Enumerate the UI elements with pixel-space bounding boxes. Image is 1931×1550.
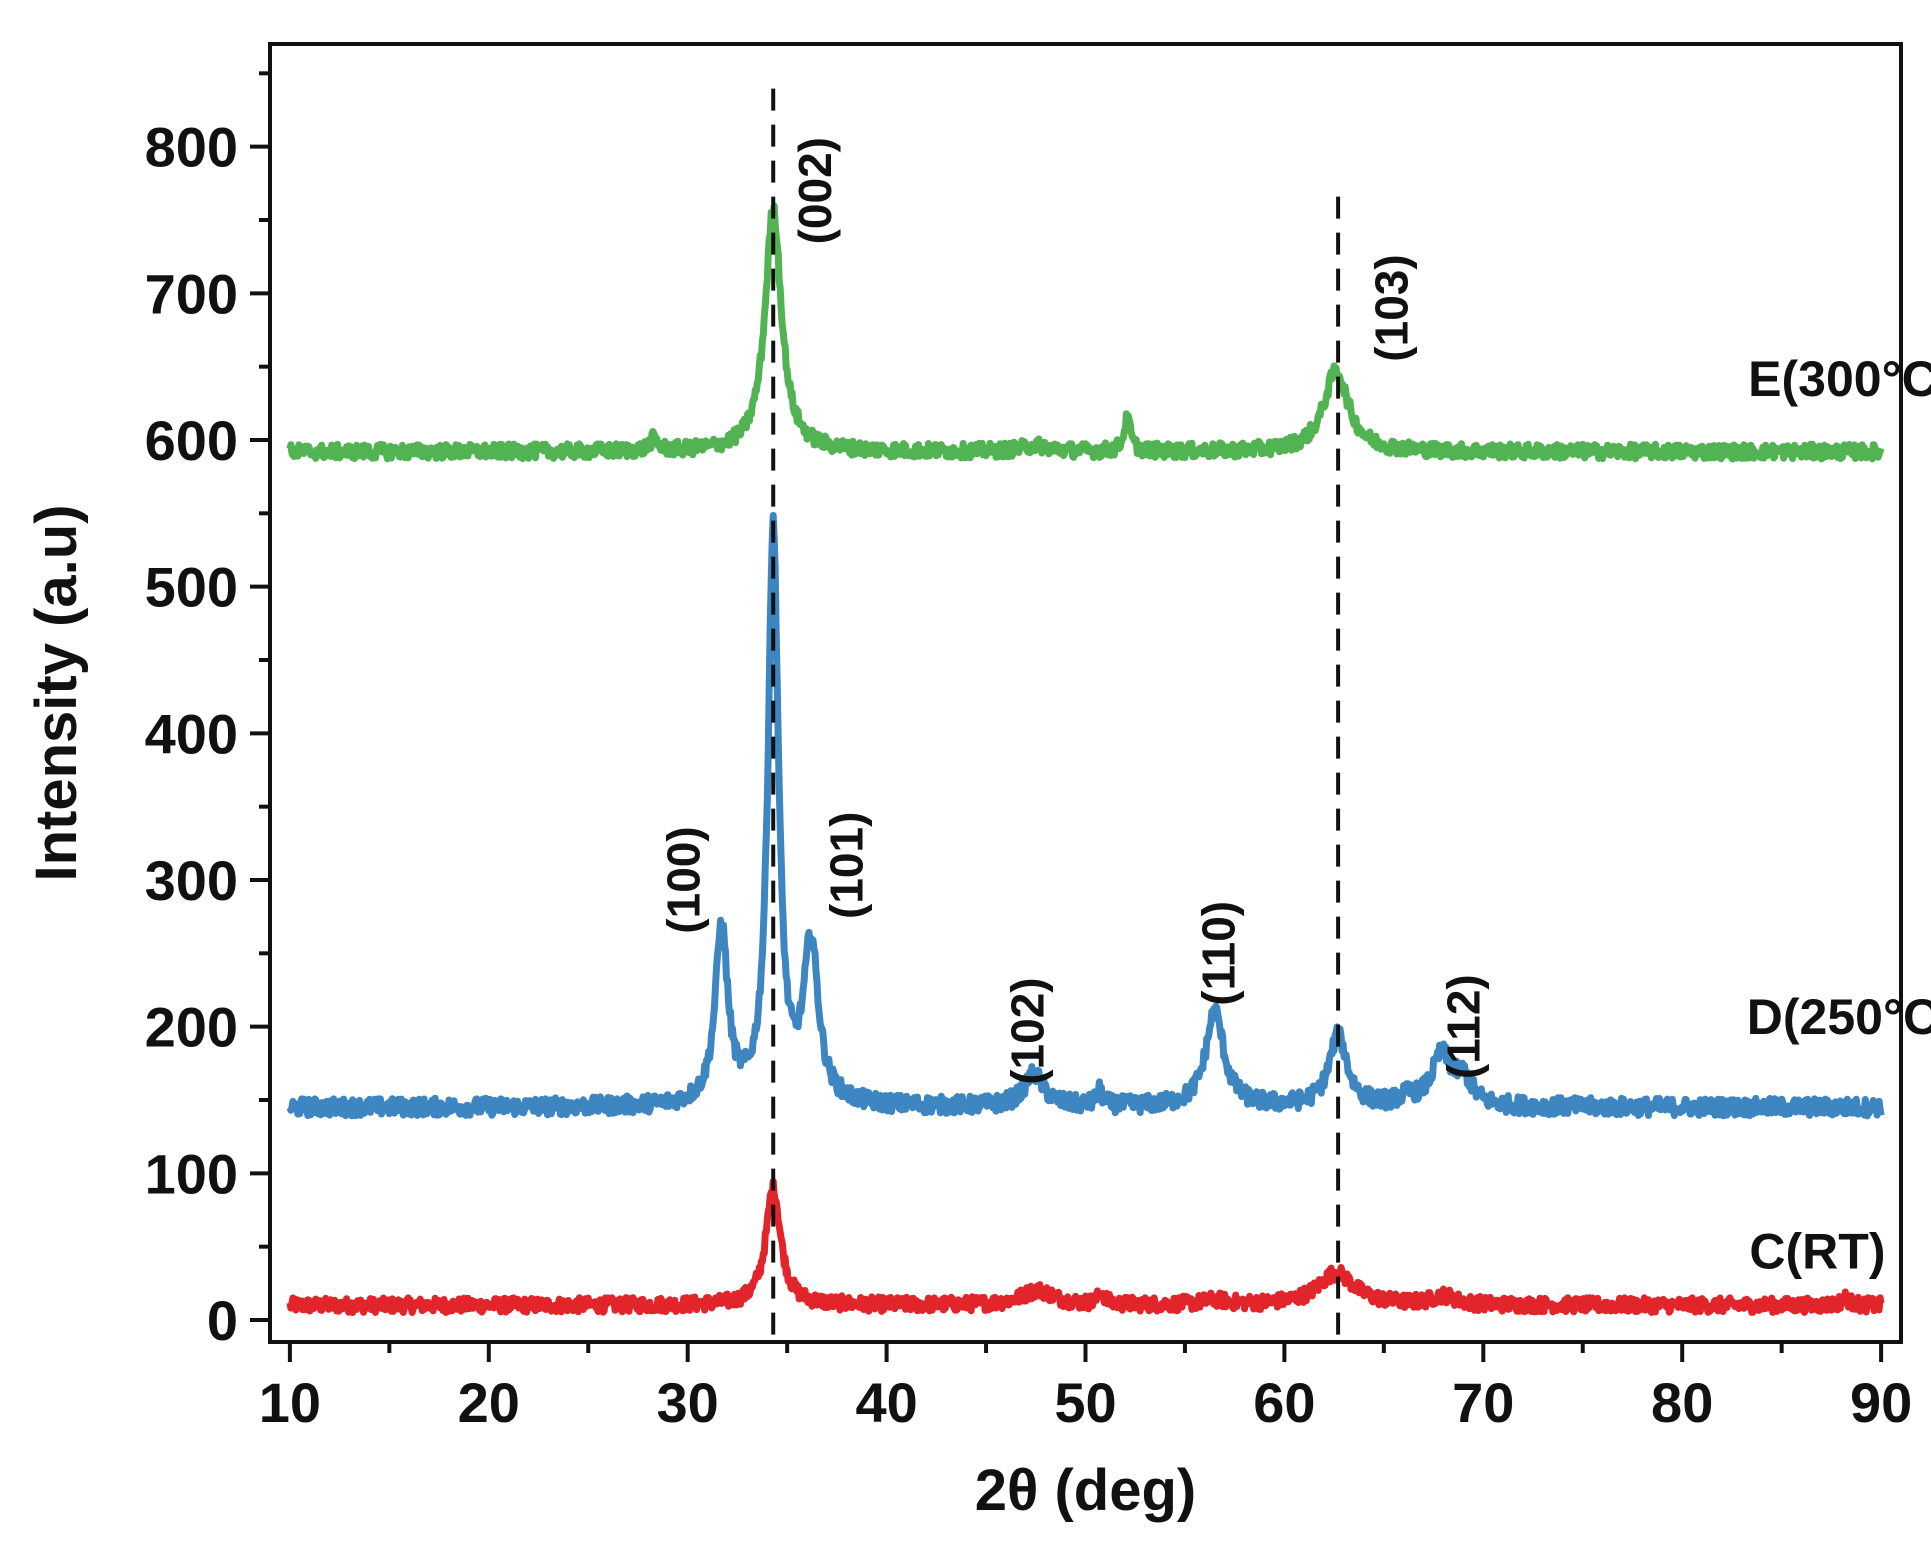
x-tick-label: 40 [855, 1371, 917, 1434]
x-tick-label: 10 [259, 1371, 321, 1434]
peak-label: (100) [658, 826, 710, 933]
x-tick-label: 50 [1054, 1371, 1116, 1434]
y-tick-label: 600 [145, 409, 238, 472]
x-axis: 10 20 30 40 50 60 70 80 90 [259, 1342, 1912, 1434]
y-tick-label: 300 [145, 849, 238, 912]
y-tick-label: 700 [145, 262, 238, 325]
series-line-0 [286, 1177, 1885, 1316]
y-axis: 0 100 200 300 400 500 600 700 800 [145, 71, 270, 1352]
peak-label: (110) [1193, 901, 1245, 1006]
y-tick-label: 200 [145, 996, 238, 1059]
series-label: C(RT) [1749, 1224, 1885, 1280]
peak-label: (002) [789, 137, 841, 244]
y-tick-label: 400 [145, 702, 238, 765]
series-line-1 [286, 511, 1885, 1120]
x-tick-label: 20 [458, 1371, 520, 1434]
plot-series [286, 202, 1885, 1316]
peak-label: (112) [1437, 974, 1489, 1079]
x-tick-label: 30 [657, 1371, 719, 1434]
x-tick-label: 90 [1850, 1371, 1912, 1434]
peak-label: (103) [1366, 254, 1418, 361]
reference-lines [771, 88, 1341, 1335]
annotations: (002) (103) (100) (101) (102) (110) (112) E(300… [658, 137, 1931, 1280]
peak-label: (102) [1002, 977, 1054, 1084]
peak-label: (101) [821, 812, 873, 919]
y-axis-title: Intensity (a.u) [24, 504, 89, 881]
series-label: E(300°C) [1748, 351, 1931, 407]
series-label: D(250°C) [1747, 989, 1931, 1045]
y-tick-label: 500 [145, 556, 238, 619]
x-tick-label: 80 [1651, 1371, 1713, 1434]
y-tick-label: 100 [145, 1142, 238, 1205]
y-tick-label: 800 [145, 116, 238, 179]
x-tick-label: 70 [1452, 1371, 1514, 1434]
x-axis-title: 2θ (deg) [975, 1458, 1196, 1523]
y-tick-label: 0 [207, 1289, 238, 1352]
series-line-2 [286, 202, 1885, 463]
x-tick-label: 60 [1253, 1371, 1315, 1434]
